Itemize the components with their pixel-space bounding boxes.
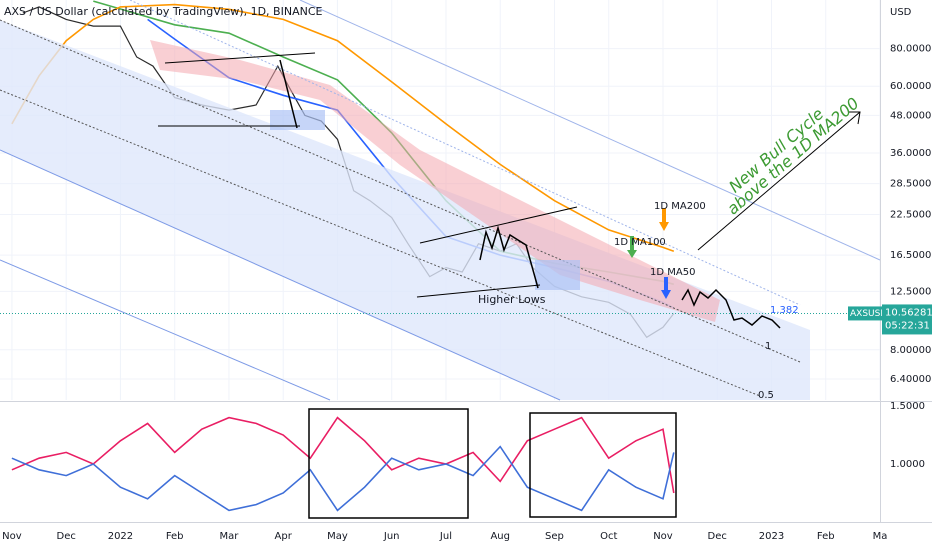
x-tick-label: Jul [439, 531, 452, 542]
annotation: 1D MA50 [650, 267, 695, 278]
x-tick-label: Sep [545, 531, 564, 542]
annotation: 1D MA100 [614, 237, 666, 248]
x-tick-label: 2022 [108, 531, 133, 542]
x-tick-label: Dec [57, 531, 76, 542]
y-tick-label: 16.500000 [890, 250, 932, 261]
y-tick-label: 1.5000 [890, 401, 925, 412]
x-tick-label: Nov [653, 531, 673, 542]
channel [0, 0, 881, 401]
x-tick-label: Aug [490, 531, 510, 542]
series-line [11, 416, 675, 494]
osc-boxes [308, 408, 677, 519]
y-tick-label: 22.500000 [890, 210, 932, 221]
chart-title: AXS / US Dollar (calculated by TradingVi… [4, 5, 323, 18]
y-tick-label: 48.000000 [890, 110, 932, 121]
annotation: Higher Lows [478, 293, 546, 306]
price-tag-name [848, 306, 882, 321]
annotation: above the 1D MA200 [723, 94, 863, 219]
series-line [11, 445, 675, 512]
x-tick-label: Apr [275, 531, 293, 542]
x-tick-label: Mar [220, 531, 240, 542]
x-tick-label: Nov [2, 531, 22, 542]
y-tick-label: 28.500000 [890, 179, 932, 190]
price-tag-countdown: 05:22:31 [885, 320, 930, 331]
x-tick-label: Oct [600, 531, 617, 542]
y-tick-label: 60.000000 [890, 81, 932, 92]
price-tag [882, 304, 932, 335]
x-tick-label: Feb [817, 531, 835, 542]
x-tick-label: Dec [708, 531, 727, 542]
y-tick-label: 1.0000 [890, 459, 925, 470]
y-tick-label: 8.000000 [890, 345, 932, 356]
x-tick-label: Feb [166, 531, 184, 542]
annotation: 1D MA200 [654, 201, 706, 212]
axis-unit: USD [890, 7, 912, 18]
price-tag-name-text: AXSUSD [850, 309, 887, 319]
y-tick-label: 6.400000 [890, 374, 932, 385]
y-tick-label: 36.000000 [890, 148, 932, 159]
x-tick-label: May [327, 531, 348, 542]
annotation: 1.382 [770, 305, 799, 316]
x-tick-label: Ma [873, 531, 888, 542]
y-tick-label: 80.000000 [890, 44, 932, 55]
x-tick-label: Jun [383, 531, 400, 542]
x-tick-label: 2023 [759, 531, 784, 542]
price-tag-value: 10.562816 [885, 307, 932, 318]
pane [11, 416, 675, 512]
annotation: 1 [765, 341, 771, 352]
annotation: 0.5 [758, 390, 774, 401]
y-tick-label: 12.500000 [890, 286, 932, 297]
series-line [11, 3, 675, 252]
